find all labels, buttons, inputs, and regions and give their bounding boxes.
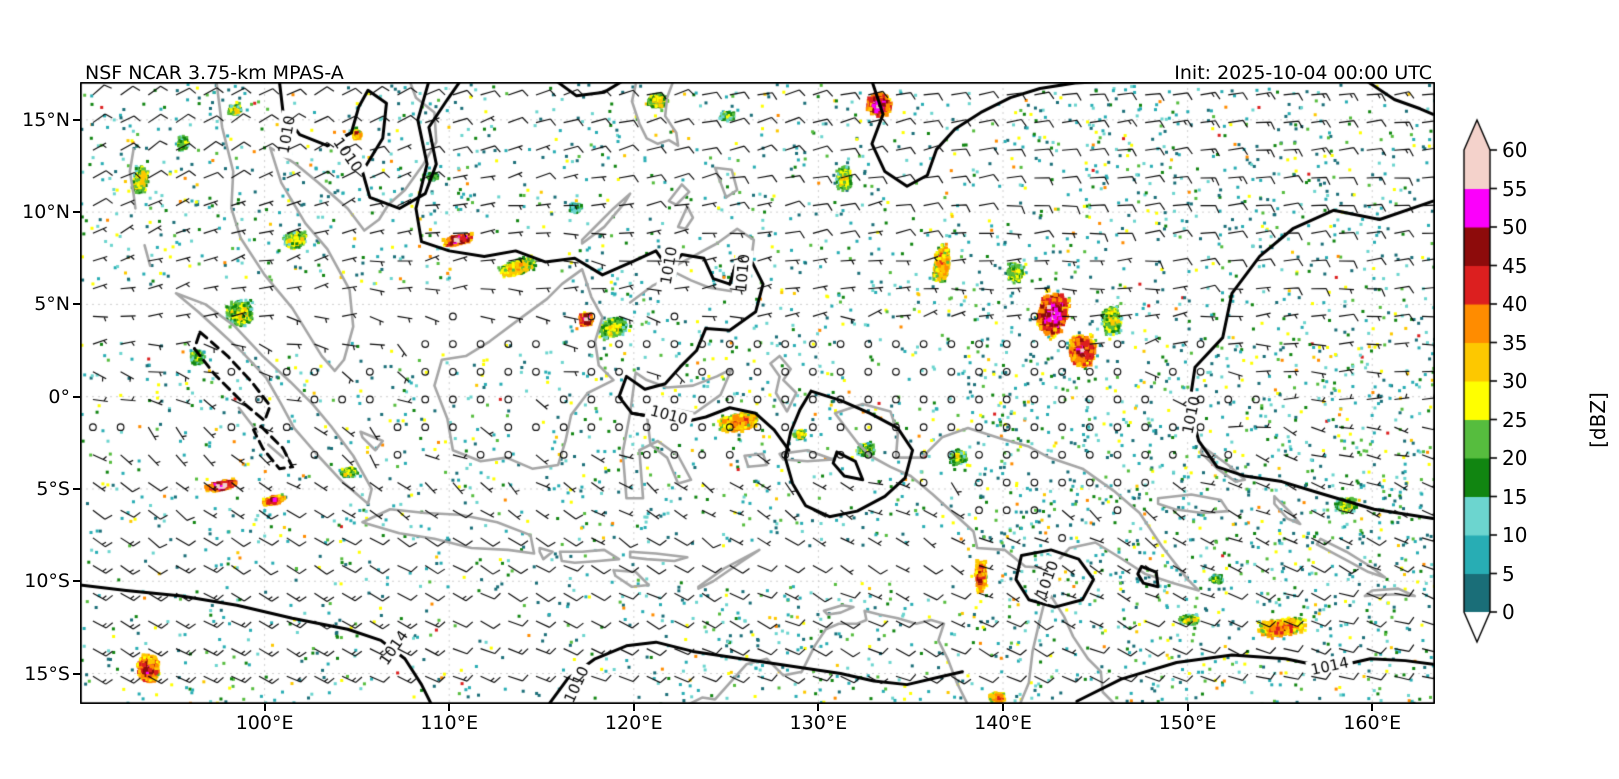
init-time-label: Init: 2025-10-04 00:00 UTC — [1174, 62, 1432, 84]
y-tick-mark — [73, 672, 80, 675]
colorbar — [1462, 100, 1508, 660]
y-tick-label: 15°N — [22, 108, 70, 131]
y-tick-label: 10°S — [24, 570, 70, 593]
y-tick-mark — [73, 395, 80, 398]
x-tick-label: 130°E — [789, 712, 848, 734]
y-tick-mark — [73, 580, 80, 583]
map-plot-area — [80, 82, 1435, 704]
y-tick-label: 0° — [48, 385, 70, 408]
colorbar-tick-label: 0 — [1502, 600, 1515, 624]
x-tick-mark — [632, 704, 635, 711]
y-tick-label: 15°S — [24, 662, 70, 685]
x-tick-label: 140°E — [974, 712, 1032, 734]
y-tick-mark — [73, 487, 80, 490]
x-tick-mark — [448, 704, 451, 711]
colorbar-tick-label: 45 — [1502, 253, 1528, 278]
y-tick-mark — [73, 211, 80, 214]
x-tick-mark — [263, 704, 266, 711]
plot-title: NSF NCAR 3.75-km MPAS-A — [85, 62, 344, 84]
y-tick-mark — [73, 118, 80, 121]
colorbar-tick-label: 20 — [1502, 446, 1528, 470]
x-tick-mark — [1371, 704, 1374, 711]
colorbar-unit-label: [dBZ] — [1586, 392, 1610, 448]
x-tick-label: 120°E — [604, 712, 663, 734]
y-tick-mark — [73, 303, 80, 306]
colorbar-tick-label: 5 — [1502, 561, 1515, 586]
colorbar-tick-label: 25 — [1502, 407, 1528, 432]
x-tick-mark — [817, 704, 820, 711]
colorbar-tick-label: 15 — [1502, 484, 1528, 509]
colorbar-tick-label: 35 — [1502, 330, 1528, 355]
y-tick-label: 5°N — [34, 293, 70, 316]
colorbar-tick-label: 50 — [1502, 215, 1528, 239]
colorbar-tick-label: 60 — [1502, 138, 1528, 162]
x-tick-label: 150°E — [1158, 712, 1217, 734]
map-canvas — [80, 82, 1435, 704]
x-tick-label: 110°E — [420, 712, 479, 734]
x-tick-mark — [1186, 704, 1189, 711]
y-tick-label: 10°N — [22, 201, 70, 224]
y-tick-label: 5°S — [36, 477, 70, 500]
colorbar-tick-label: 55 — [1502, 176, 1528, 201]
x-tick-label: 100°E — [235, 712, 294, 734]
colorbar-tick-label: 40 — [1502, 292, 1528, 316]
colorbar-tick-label: 30 — [1502, 369, 1528, 393]
colorbar-tick-label: 10 — [1502, 523, 1528, 547]
x-tick-mark — [1002, 704, 1005, 711]
x-tick-label: 160°E — [1343, 712, 1402, 734]
